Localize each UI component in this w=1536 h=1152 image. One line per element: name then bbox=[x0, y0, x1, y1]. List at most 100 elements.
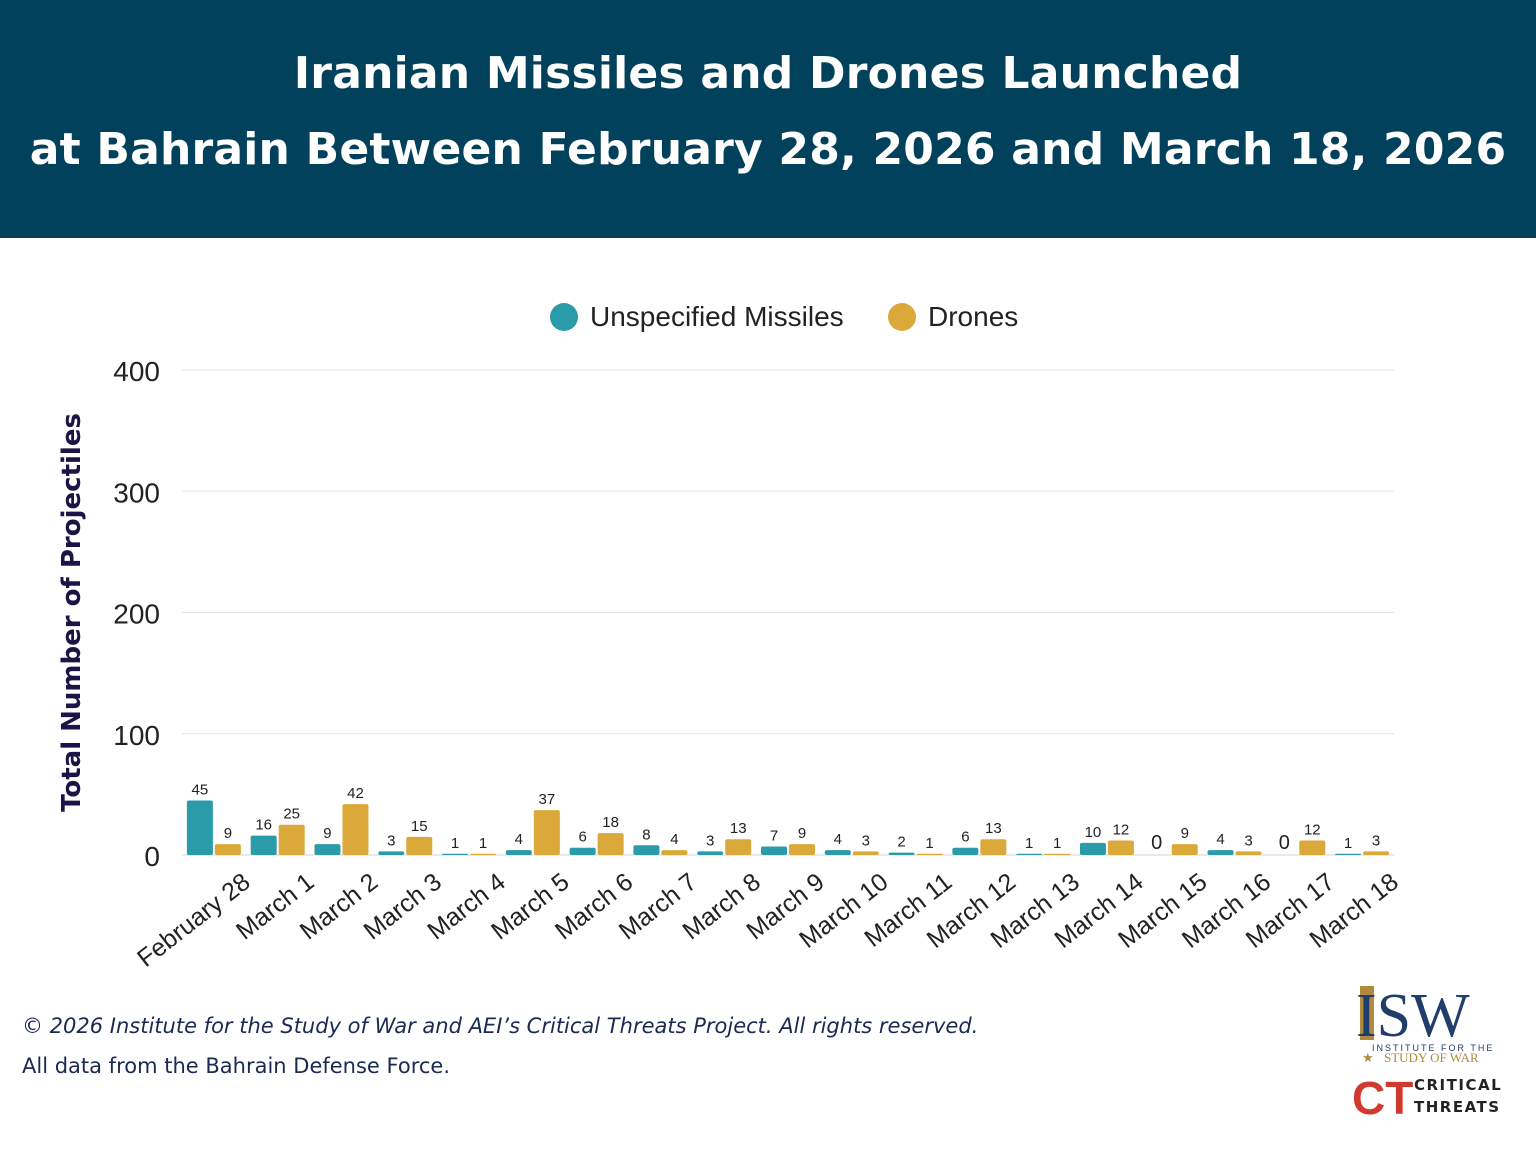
data-label: 45 bbox=[192, 781, 209, 798]
copyright-notice: © 2026 Institute for the Study of War an… bbox=[22, 1014, 979, 1038]
data-label: 9 bbox=[323, 825, 331, 842]
data-label: 13 bbox=[730, 820, 747, 837]
data-label: 37 bbox=[538, 791, 555, 808]
bar bbox=[569, 847, 596, 855]
data-label: 4 bbox=[834, 831, 842, 848]
isw-logo-line1: INSTITUTE FOR THE bbox=[1372, 1043, 1494, 1053]
ct-logo-line2: THREATS bbox=[1414, 1098, 1501, 1116]
data-label: 4 bbox=[1216, 831, 1224, 848]
bar bbox=[1016, 853, 1043, 855]
bar bbox=[980, 839, 1007, 855]
data-label: 9 bbox=[1181, 825, 1189, 842]
bar bbox=[852, 851, 879, 855]
isw-logo-wordmark: ISW bbox=[1356, 982, 1470, 1050]
y-tick-label: 0 bbox=[144, 841, 160, 872]
bar bbox=[342, 804, 369, 855]
data-label: 0 bbox=[1151, 832, 1162, 854]
critical-threats-logo: CT CRITICAL THREATS bbox=[1352, 1072, 1502, 1120]
chart-title-line2: at Bahrain Between February 28, 2026 and… bbox=[29, 124, 1507, 175]
data-label: 3 bbox=[1372, 832, 1380, 849]
bar bbox=[824, 850, 851, 855]
bar bbox=[1235, 851, 1262, 855]
bar bbox=[661, 850, 688, 855]
bar bbox=[1107, 840, 1134, 855]
data-label: 1 bbox=[451, 835, 459, 852]
isw-logo: ISW INSTITUTE FOR THE ★ STUDY OF WAR bbox=[1356, 982, 1494, 1065]
ct-logo-mark: CT bbox=[1352, 1072, 1413, 1120]
legend-swatch bbox=[888, 303, 916, 331]
chart-legend: Unspecified Missiles Drones bbox=[550, 301, 1018, 332]
bar bbox=[470, 853, 497, 855]
isw-logo-star-icon: ★ bbox=[1362, 1050, 1374, 1065]
y-axis-label: Total Number of Projectiles bbox=[57, 413, 87, 812]
data-label: 4 bbox=[670, 831, 678, 848]
data-label: 9 bbox=[798, 825, 806, 842]
ct-logo-line1: CRITICAL bbox=[1414, 1076, 1502, 1094]
y-tick-label: 200 bbox=[113, 599, 160, 630]
bar bbox=[1335, 853, 1362, 855]
chart-title-line1: Iranian Missiles and Drones Launched bbox=[293, 48, 1243, 99]
bar bbox=[1079, 842, 1106, 855]
bar bbox=[1363, 851, 1390, 855]
data-label: 1 bbox=[1344, 835, 1352, 852]
data-label: 12 bbox=[1304, 821, 1321, 838]
data-label: 1 bbox=[479, 835, 487, 852]
bar bbox=[1171, 844, 1198, 855]
data-label: 3 bbox=[387, 832, 395, 849]
data-label: 1 bbox=[1053, 835, 1061, 852]
data-label: 10 bbox=[1085, 824, 1102, 841]
data-label: 3 bbox=[862, 832, 870, 849]
y-axis-ticks: 0 100 200 300 400 bbox=[113, 356, 160, 872]
data-label: 1 bbox=[1025, 835, 1033, 852]
bar bbox=[250, 835, 277, 855]
bar bbox=[533, 810, 560, 855]
bar bbox=[406, 836, 433, 855]
chart-gridlines bbox=[182, 369, 1394, 856]
bar bbox=[597, 833, 624, 855]
bar bbox=[952, 847, 979, 855]
data-label: 13 bbox=[985, 820, 1002, 837]
y-tick-label: 400 bbox=[113, 356, 160, 387]
data-label: 8 bbox=[642, 826, 650, 843]
legend-swatch bbox=[550, 303, 578, 331]
bar bbox=[1207, 850, 1234, 855]
data-label: 42 bbox=[347, 785, 364, 802]
bar bbox=[725, 839, 752, 855]
bar bbox=[888, 852, 915, 855]
bar bbox=[697, 851, 724, 855]
bar bbox=[378, 851, 405, 855]
data-label: 9 bbox=[224, 825, 232, 842]
isw-logo-pillar bbox=[1360, 986, 1374, 1040]
legend-label: Drones bbox=[928, 301, 1018, 332]
bar bbox=[633, 845, 660, 855]
data-label: 1 bbox=[925, 835, 933, 852]
y-tick-label: 100 bbox=[113, 720, 160, 751]
data-label: 15 bbox=[411, 818, 428, 835]
legend-label: Unspecified Missiles bbox=[590, 301, 844, 332]
bar bbox=[1299, 840, 1326, 855]
data-source-note: All data from the Bahrain Defense Force. bbox=[22, 1054, 451, 1078]
y-tick-label: 300 bbox=[113, 477, 160, 508]
bar bbox=[761, 846, 787, 855]
data-label: 25 bbox=[283, 806, 300, 823]
bar bbox=[789, 844, 815, 855]
header-banner: Iranian Missiles and Drones Launched at … bbox=[0, 0, 1536, 238]
bar bbox=[278, 824, 305, 855]
data-label: 6 bbox=[961, 829, 969, 846]
data-label: 6 bbox=[578, 829, 586, 846]
data-label: 3 bbox=[706, 832, 714, 849]
bar-chart: Unspecified Missiles Drones 0100200300400… bbox=[57, 301, 1404, 973]
bar bbox=[214, 844, 241, 855]
data-label: 16 bbox=[255, 817, 272, 834]
bar bbox=[186, 800, 213, 855]
bar bbox=[916, 853, 943, 855]
data-label: 12 bbox=[1113, 821, 1130, 838]
data-label: 18 bbox=[602, 814, 619, 831]
data-label: 2 bbox=[897, 834, 905, 851]
bar bbox=[1044, 853, 1071, 855]
data-label: 4 bbox=[515, 831, 523, 848]
isw-logo-line2: STUDY OF WAR bbox=[1384, 1050, 1479, 1065]
data-label: 3 bbox=[1244, 832, 1252, 849]
